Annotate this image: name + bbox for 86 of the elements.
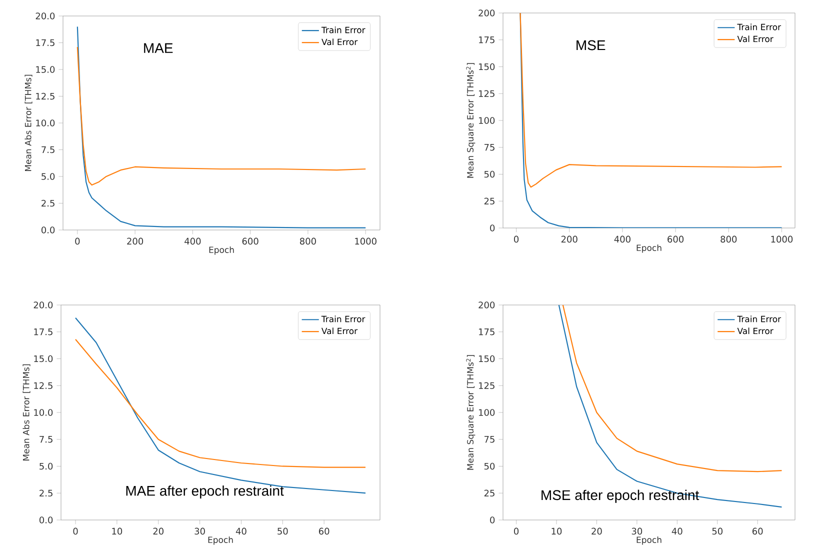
x-tick-label: 10: [112, 528, 122, 535]
x-tick-label: 800: [300, 238, 316, 245]
y-tick-label: 50: [484, 170, 495, 178]
y-tick-label: 25: [484, 198, 494, 205]
annotation: MSE: [576, 40, 606, 50]
annotation: MSE after epoch restraint: [542, 490, 700, 503]
y-tick-label: 10.0: [36, 120, 55, 126]
y-axis-title: Mean Square Error [THMs$^{2}$]: [466, 355, 476, 470]
y-tick-label: 50: [484, 462, 495, 470]
legend-label: Train Error: [737, 316, 782, 322]
x-tick-label: 1000: [355, 238, 376, 245]
y-tick-label: 17.5: [34, 328, 52, 336]
x-tick-label: 200: [561, 236, 578, 243]
y-tick-label: 7.5: [40, 436, 52, 443]
annotation: MAE: [144, 43, 173, 53]
y-tick-label: 2.5: [40, 490, 52, 497]
y-tick-label: 75: [484, 144, 494, 151]
x-tick-label: 30: [194, 528, 205, 535]
y-tick-label: 5.0: [42, 173, 55, 180]
y-tick-label: 12.5: [34, 382, 52, 390]
y-tick-label: 150: [479, 63, 495, 70]
y-tick-label: 0: [490, 224, 495, 232]
x-axis-title: Epoch: [208, 536, 233, 545]
x-tick-label: 800: [720, 236, 737, 243]
y-tick-label: 125: [479, 90, 494, 98]
y-tick-label: 0.0: [39, 516, 53, 524]
y-tick-label: 175: [479, 328, 494, 336]
y-tick-label: 7.5: [42, 146, 54, 154]
line-series: [562, 304, 782, 472]
x-tick-label: 20: [153, 528, 164, 535]
legend-label: Val Error: [737, 36, 774, 42]
x-tick-label: 0: [514, 528, 519, 535]
x-tick-label: 200: [127, 238, 144, 245]
x-tick-label: 400: [184, 238, 201, 245]
y-tick-label: 17.5: [36, 39, 54, 46]
y-tick-label: 175: [479, 36, 494, 44]
y-tick-label: 0.0: [41, 226, 55, 234]
legend-label: Train Error: [321, 316, 366, 322]
x-tick-label: 50: [278, 528, 288, 535]
legend-label: Val Error: [322, 38, 358, 46]
x-tick-label: 10: [552, 528, 562, 535]
y-axis-title: Mean Abs Error [THMs]: [24, 74, 32, 171]
y-tick-label: 0: [490, 516, 495, 524]
line-series: [520, 12, 782, 228]
legend-label: Val Error: [737, 328, 774, 334]
y-tick-label: 200: [478, 10, 495, 16]
x-tick-label: 400: [614, 236, 630, 243]
y-tick-label: 200: [478, 302, 495, 308]
x-tick-label: 600: [242, 238, 258, 245]
y-tick-label: 15.0: [36, 66, 55, 73]
line-series: [74, 338, 366, 468]
y-tick-label: 20.0: [36, 12, 55, 20]
x-tick-label: 60: [318, 528, 330, 535]
y-tick-label: 20.0: [34, 302, 53, 308]
y-tick-label: 25: [484, 490, 494, 497]
y-tick-label: 75: [484, 436, 494, 443]
y-tick-label: 100: [479, 117, 495, 124]
y-tick-label: 2.5: [42, 200, 54, 207]
legend-label: Train Error: [321, 26, 366, 34]
x-tick-label: 0: [73, 528, 78, 535]
x-tick-label: 60: [752, 528, 763, 535]
x-tick-label: 30: [632, 528, 642, 535]
y-tick-label: 100: [479, 409, 495, 416]
y-tick-label: 10.0: [34, 409, 53, 416]
x-tick-label: 40: [672, 528, 682, 535]
y-tick-label: 15.0: [34, 355, 53, 362]
x-tick-label: 0: [75, 238, 80, 245]
x-tick-label: 20: [592, 528, 602, 535]
annotation: MAE after epoch restraint: [126, 486, 284, 499]
x-axis-title: Epoch: [209, 246, 234, 255]
legend-label: Val Error: [321, 328, 358, 334]
y-axis-title: Mean Abs Error [THMs]: [22, 364, 30, 460]
y-tick-label: 150: [479, 355, 495, 362]
legend-label: Train Error: [737, 24, 782, 30]
y-tick-label: 5.0: [40, 462, 53, 470]
x-tick-label: 40: [236, 528, 246, 535]
x-axis-title: Epoch: [636, 244, 662, 253]
x-tick-label: 50: [712, 528, 723, 535]
x-axis-title: Epoch: [636, 536, 662, 545]
x-tick-label: 1000: [771, 236, 793, 243]
x-tick-label: 600: [668, 236, 684, 243]
y-axis-title: Mean Square Error [THMs$^{2}$]: [466, 63, 476, 178]
y-tick-label: 125: [479, 382, 494, 390]
line-series: [76, 26, 366, 228]
y-tick-label: 12.5: [36, 92, 54, 100]
x-tick-label: 0: [514, 236, 519, 243]
